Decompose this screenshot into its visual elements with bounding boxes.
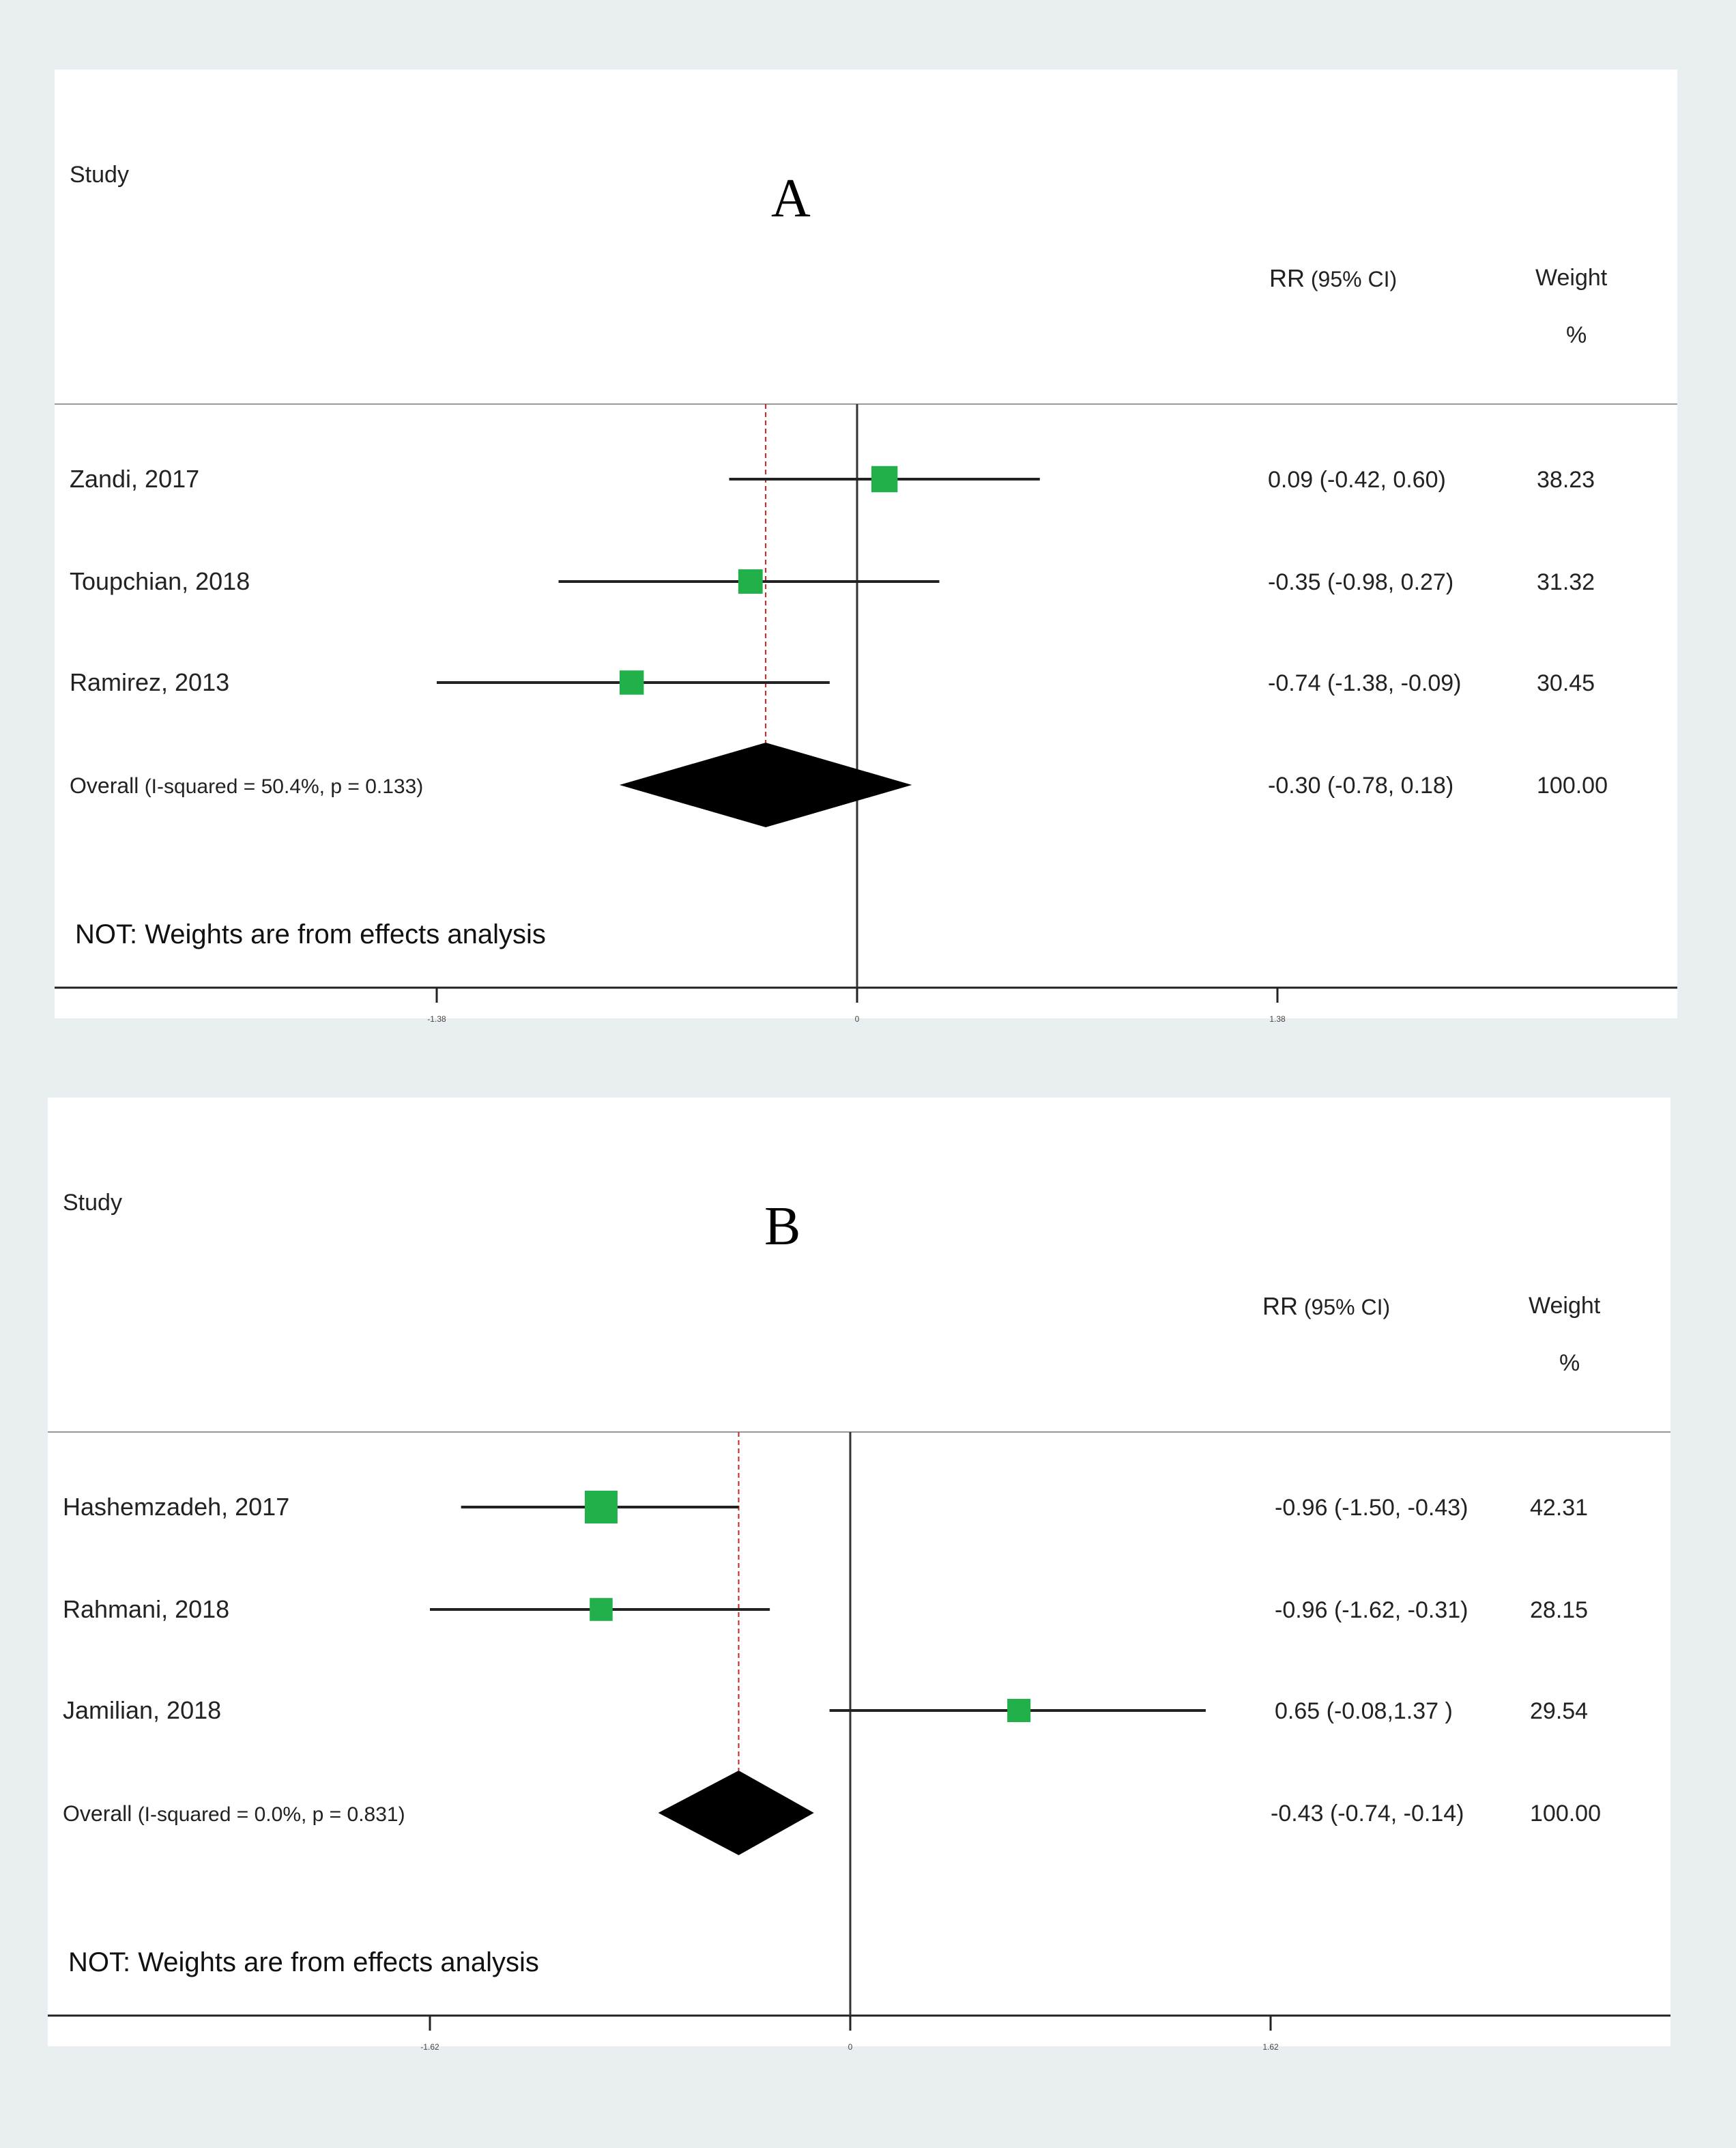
study-weight: 29.54 <box>1530 1698 1588 1724</box>
weight-header: Weight <box>1535 265 1608 291</box>
effect-ci-value: -0.96 (-1.62, -0.31) <box>1275 1597 1468 1623</box>
overall-effect-ci-value: -0.30 (-0.78, 0.18) <box>1268 773 1453 799</box>
weight-header: Weight <box>1529 1293 1601 1319</box>
study-header: Study <box>70 162 129 188</box>
effect-header-sub: (95% CI) <box>1305 267 1397 291</box>
forest-plot-a: Study A RR (95% CI) Weight% -1.38 0 1.38 Zandi,… <box>55 162 1677 1024</box>
overall-label-text: Overall <box>70 773 139 798</box>
weight-unit-header: % <box>1566 322 1587 348</box>
x-tick-label: 0 <box>855 1014 860 1024</box>
overall-diamond <box>658 1771 814 1855</box>
effect-header: RR (95% CI) <box>1262 1292 1390 1320</box>
overall-weight: 100.00 <box>1537 773 1608 799</box>
overall-label-text: Overall <box>63 1801 132 1826</box>
overall-label: Overall (I-squared = 50.4%, p = 0.133) <box>70 773 423 798</box>
x-tick-label: -1.38 <box>427 1014 446 1024</box>
overall-effect-ci-value: -0.43 (-0.74, -0.14) <box>1271 1801 1464 1827</box>
study-name: Zandi, 2017 <box>70 465 199 493</box>
effect-header-main: RR <box>1269 264 1305 292</box>
overall-diamond <box>619 743 912 827</box>
weight-unit-header: % <box>1559 1350 1580 1376</box>
x-tick-label: 0 <box>848 2042 853 2052</box>
panel-label: B <box>764 1197 800 1257</box>
effect-marker <box>590 1598 613 1621</box>
study-weight: 31.32 <box>1537 569 1595 595</box>
effect-header-main: RR <box>1262 1292 1298 1320</box>
study-name: Rahmani, 2018 <box>63 1595 229 1623</box>
effect-header-sub: (95% CI) <box>1298 1295 1390 1319</box>
study-name: Ramirez, 2013 <box>70 668 229 696</box>
study-weight: 42.31 <box>1530 1495 1588 1521</box>
study-name: Hashemzadeh, 2017 <box>63 1493 289 1521</box>
x-tick-label: 1.38 <box>1269 1014 1286 1024</box>
effect-ci-value: 0.09 (-0.42, 0.60) <box>1268 467 1446 493</box>
heterogeneity-stats: (I-squared = 0.0%, p = 0.831) <box>132 1803 405 1826</box>
forest-plot-b: Study B RR (95% CI) Weight% -1.62 0 1.62 Hashem… <box>48 1190 1670 2052</box>
effect-ci-value: -0.74 (-1.38, -0.09) <box>1268 670 1461 696</box>
footnote: NOT: Weights are from effects analysis <box>68 1947 539 1977</box>
effect-header: RR (95% CI) <box>1269 264 1397 292</box>
effect-marker <box>738 569 763 594</box>
heterogeneity-stats: (I-squared = 50.4%, p = 0.133) <box>139 775 423 798</box>
overall-weight: 100.00 <box>1530 1801 1601 1827</box>
study-weight: 28.15 <box>1530 1597 1588 1623</box>
effect-ci-value: -0.96 (-1.50, -0.43) <box>1275 1495 1468 1521</box>
x-tick-label: -1.62 <box>420 2042 439 2052</box>
forest-plot-panel-a: Study A RR (95% CI) Weight% -1.38 0 1.38 Zandi,… <box>55 70 1677 1024</box>
study-header: Study <box>63 1190 122 1216</box>
effect-marker <box>619 670 644 695</box>
panel-label: A <box>771 169 811 229</box>
forest-plot-panel-b: Study B RR (95% CI) Weight% -1.62 0 1.62 Hashem… <box>48 1098 1670 2052</box>
effect-marker <box>1007 1698 1031 1723</box>
x-tick-label: 1.62 <box>1262 2042 1279 2052</box>
study-weight: 38.23 <box>1537 467 1595 493</box>
study-name: Toupchian, 2018 <box>70 567 250 595</box>
footnote: NOT: Weights are from effects analysis <box>75 919 546 949</box>
effect-ci-value: -0.35 (-0.98, 0.27) <box>1268 569 1453 595</box>
overall-label: Overall (I-squared = 0.0%, p = 0.831) <box>63 1801 405 1826</box>
study-name: Jamilian, 2018 <box>63 1696 221 1724</box>
effect-ci-value: 0.65 (-0.08,1.37 ) <box>1275 1698 1453 1724</box>
effect-marker <box>871 466 898 493</box>
effect-marker <box>584 1491 618 1523</box>
study-weight: 30.45 <box>1537 670 1595 696</box>
